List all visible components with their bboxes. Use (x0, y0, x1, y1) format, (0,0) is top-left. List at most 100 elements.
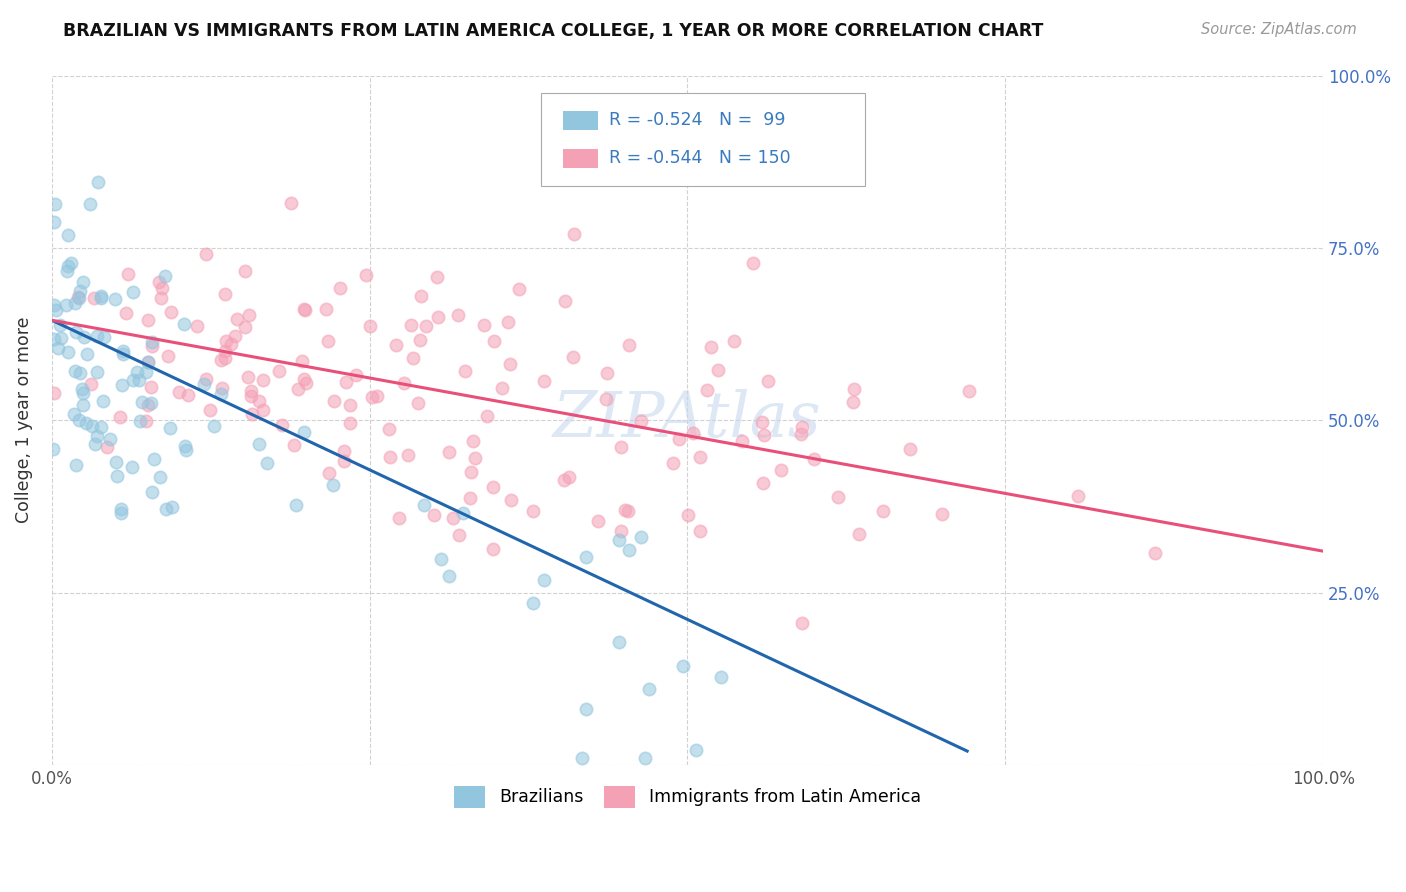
Point (110, 501, 132, 516)
Point (249, 393, 271, 408)
Point (533, 573, 555, 587)
Point (842, 395, 865, 409)
Point (139, 395, 162, 409)
Point (270, 418, 292, 433)
Point (155, 268, 177, 283)
Point (1066, 489, 1088, 503)
Point (294, 376, 316, 391)
Point (111, 344, 134, 359)
Legend: Brazilians, Immigrants from Latin America: Brazilians, Immigrants from Latin Americ… (447, 779, 928, 814)
Point (141, 335, 163, 350)
Text: Source: ZipAtlas.com: Source: ZipAtlas.com (1201, 22, 1357, 37)
Point (322, 478, 344, 492)
Point (409, 333, 432, 347)
Point (588, 514, 610, 528)
Point (70, 382, 93, 396)
Point (496, 315, 519, 329)
Point (401, 318, 423, 332)
Point (396, 448, 419, 462)
Point (499, 493, 522, 508)
Point (575, 702, 598, 716)
Point (1144, 546, 1167, 560)
Point (42, 386, 65, 401)
Point (508, 282, 530, 296)
Point (105, 455, 128, 469)
Point (167, 384, 190, 399)
Point (214, 344, 236, 359)
Point (252, 373, 274, 387)
Point (219, 336, 242, 351)
Point (214, 351, 236, 366)
Point (67, 291, 90, 305)
Point (630, 530, 652, 544)
Point (128, 373, 150, 387)
Point (634, 751, 657, 765)
Point (491, 381, 513, 395)
Point (225, 311, 247, 326)
Point (72, 398, 94, 412)
Point (63, 364, 86, 378)
Point (322, 393, 344, 408)
Point (155, 501, 177, 516)
Point (42, 332, 65, 346)
Point (60, 256, 83, 270)
Point (792, 615, 814, 630)
Point (423, 508, 446, 523)
Text: R = -0.524   N =  99: R = -0.524 N = 99 (609, 112, 785, 129)
Point (121, 459, 143, 474)
Point (122, 285, 145, 299)
Point (316, 334, 339, 349)
Point (292, 425, 315, 440)
Point (65, 458, 87, 473)
Point (668, 432, 690, 446)
Point (90, 292, 112, 306)
Point (115, 306, 138, 320)
Point (742, 256, 765, 270)
Point (90, 289, 112, 303)
Point (522, 596, 544, 610)
Bar (562, 149, 599, 168)
Point (138, 355, 160, 369)
Point (69, 366, 91, 380)
Point (482, 480, 505, 494)
Point (388, 511, 411, 525)
Point (957, 384, 980, 398)
Point (637, 681, 659, 696)
Point (872, 503, 894, 517)
Point (378, 422, 401, 436)
Point (333, 444, 356, 458)
Point (86, 429, 108, 443)
Point (117, 267, 139, 281)
Point (148, 470, 170, 484)
Point (111, 347, 134, 361)
Point (460, 465, 482, 479)
Point (848, 527, 870, 541)
Point (233, 319, 256, 334)
Point (803, 452, 825, 467)
Point (451, 506, 474, 520)
Y-axis label: College, 1 year or more: College, 1 year or more (15, 317, 32, 524)
Point (464, 451, 486, 466)
Text: R = -0.544   N = 150: R = -0.544 N = 150 (609, 149, 790, 167)
Point (239, 384, 262, 398)
Point (160, 500, 183, 514)
Point (91, 394, 114, 409)
Point (430, 552, 453, 566)
Point (42, 298, 65, 312)
Point (63, 296, 86, 310)
Point (439, 444, 461, 458)
Point (200, 402, 222, 417)
Point (315, 302, 337, 317)
Point (609, 533, 631, 548)
Point (135, 365, 157, 379)
Point (214, 287, 236, 301)
Point (499, 357, 522, 371)
Point (238, 308, 260, 322)
Point (609, 524, 631, 539)
Point (96, 440, 118, 454)
Point (79, 376, 101, 391)
Point (186, 318, 208, 333)
Point (238, 369, 260, 384)
Point (83, 291, 105, 305)
Bar (562, 111, 599, 130)
